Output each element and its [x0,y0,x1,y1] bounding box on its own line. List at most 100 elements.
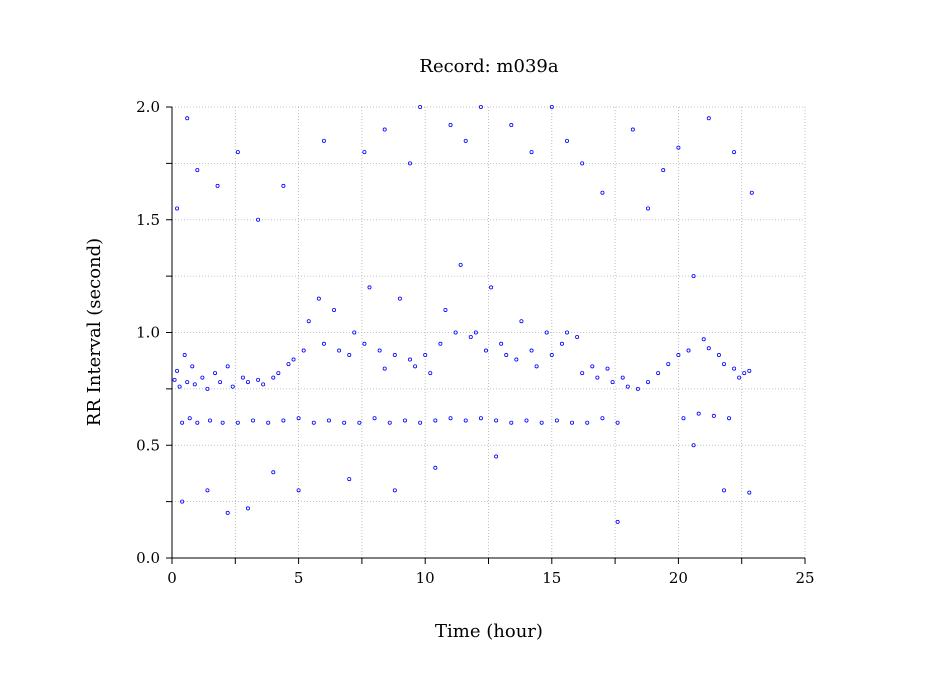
data-point [575,335,580,340]
y-axis-label: RR Interval (second) [84,238,105,426]
data-point [489,285,494,290]
data-point [347,477,352,482]
data-point [529,150,534,155]
x-tick-label: 20 [669,569,688,587]
data-point [706,346,711,351]
data-point [666,362,671,367]
data-point [610,380,615,385]
chart-title: Record: m039a [419,56,558,77]
data-point [190,364,195,369]
data-point [230,384,235,389]
data-point [362,150,367,155]
data-point [423,353,428,358]
data-point [271,470,276,475]
data-point [195,420,200,425]
data-point [696,411,701,416]
data-point [585,420,590,425]
data-point [213,371,218,376]
data-point [605,366,610,371]
data-point [463,418,468,423]
data-point [564,330,569,335]
data-point [646,380,651,385]
data-point [529,348,534,353]
data-point [483,348,488,353]
data-point [192,382,197,387]
data-point [218,380,223,385]
data-point [185,116,190,121]
data-point [590,364,595,369]
data-point [676,145,681,150]
data-point [514,357,519,362]
data-point [706,116,711,121]
data-points [172,105,754,524]
data-point [691,443,696,448]
data-point [504,353,509,358]
data-point [549,105,554,110]
data-point [721,488,726,493]
data-point [321,341,326,346]
data-point [172,377,177,382]
data-point [473,330,478,335]
x-tick-label: 0 [167,569,177,587]
data-point [646,206,651,211]
data-point [570,420,575,425]
y-axis-ticks: 0.0 0.5 1.0 1.5 2.0 [136,98,172,567]
data-point [261,382,266,387]
data-point [182,353,187,358]
data-point [235,420,240,425]
data-point [205,386,210,391]
data-point [737,375,742,380]
data-point [251,418,256,423]
data-point [240,375,245,380]
data-point [499,341,504,346]
data-point [296,416,301,421]
data-point [524,418,529,423]
data-point [620,375,625,380]
data-point [207,418,212,423]
data-point [656,371,661,376]
data-point [727,416,732,421]
data-point [443,307,448,312]
y-tick-label: 1.5 [136,211,160,229]
grid-lines [172,106,806,558]
data-point [549,353,554,358]
data-point [175,368,180,373]
data-point [691,274,696,279]
y-tick-label: 0.0 [136,549,160,567]
data-point [175,206,180,211]
data-point [266,420,271,425]
data-point [595,375,600,380]
data-point [301,348,306,353]
data-point [271,375,276,380]
data-point [681,416,686,421]
data-point [392,353,397,358]
data-point [352,330,357,335]
data-point [326,418,331,423]
data-point [256,217,261,222]
data-point [316,296,321,301]
x-tick-label: 5 [294,569,304,587]
data-point [468,335,473,340]
data-point [615,519,620,524]
data-point [413,364,418,369]
data-point [235,150,240,155]
data-point [281,183,286,188]
data-point [438,341,443,346]
data-point [332,307,337,312]
data-point [747,490,752,495]
data-point [721,362,726,367]
data-point [732,150,737,155]
data-point [362,341,367,346]
data-point [448,123,453,128]
data-point [281,418,286,423]
data-point [372,416,377,421]
data-point [382,127,387,132]
data-point [509,420,514,425]
data-point [220,420,225,425]
data-point [494,418,499,423]
data-point [382,366,387,371]
data-point [539,420,544,425]
data-point [180,420,185,425]
data-point [749,190,754,195]
data-point [177,384,182,389]
